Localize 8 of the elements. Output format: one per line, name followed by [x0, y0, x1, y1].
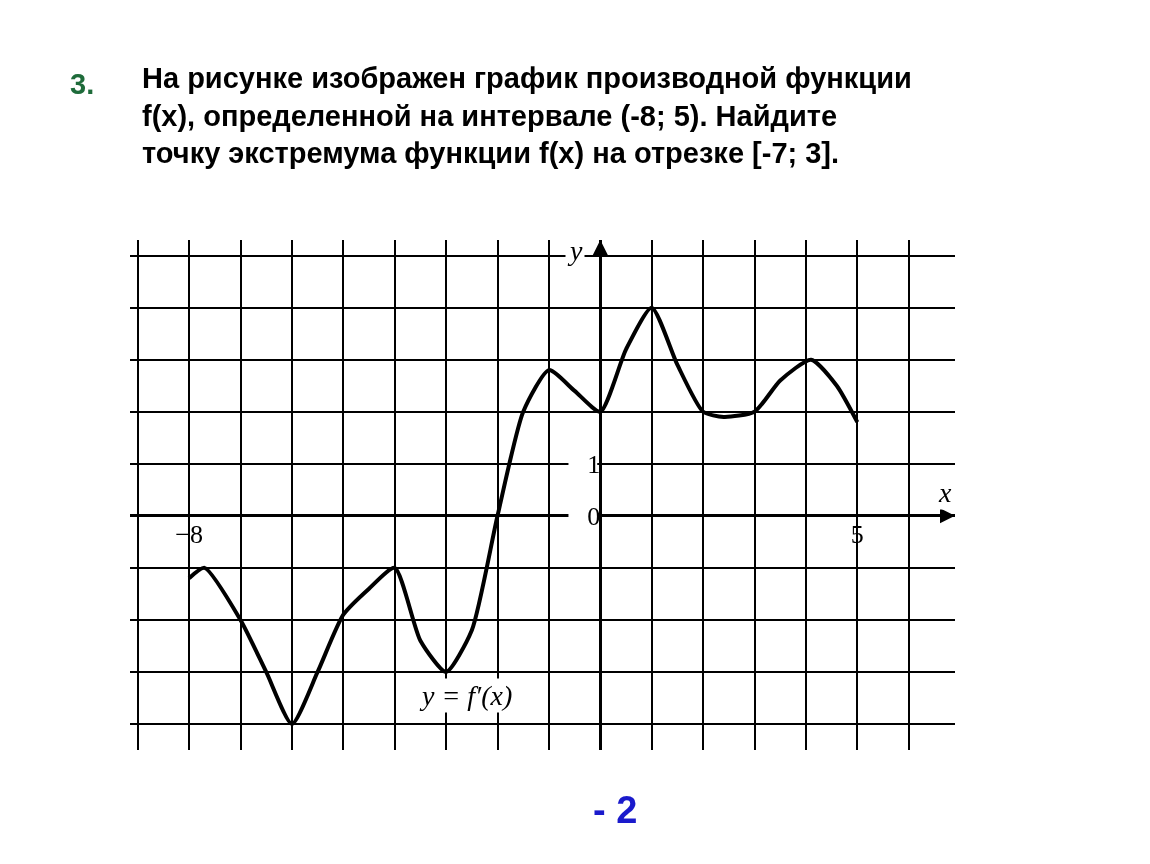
- text: - 2: [593, 789, 638, 831]
- chart-title: На рисунке изображен график производной функции f(x), определенной на интервале (-8; 5). Найдите точку экстремума функции f(x) на отрезке [-7; 3].: [142, 62, 912, 170]
- y-tick-label: 0: [587, 501, 601, 531]
- y-axis-title: y: [567, 235, 583, 266]
- x-axis-title: x: [938, 477, 952, 508]
- text: 3.: [70, 68, 95, 100]
- y-tick-label: 1: [587, 449, 601, 479]
- annotation: y = f′(x): [419, 680, 513, 711]
